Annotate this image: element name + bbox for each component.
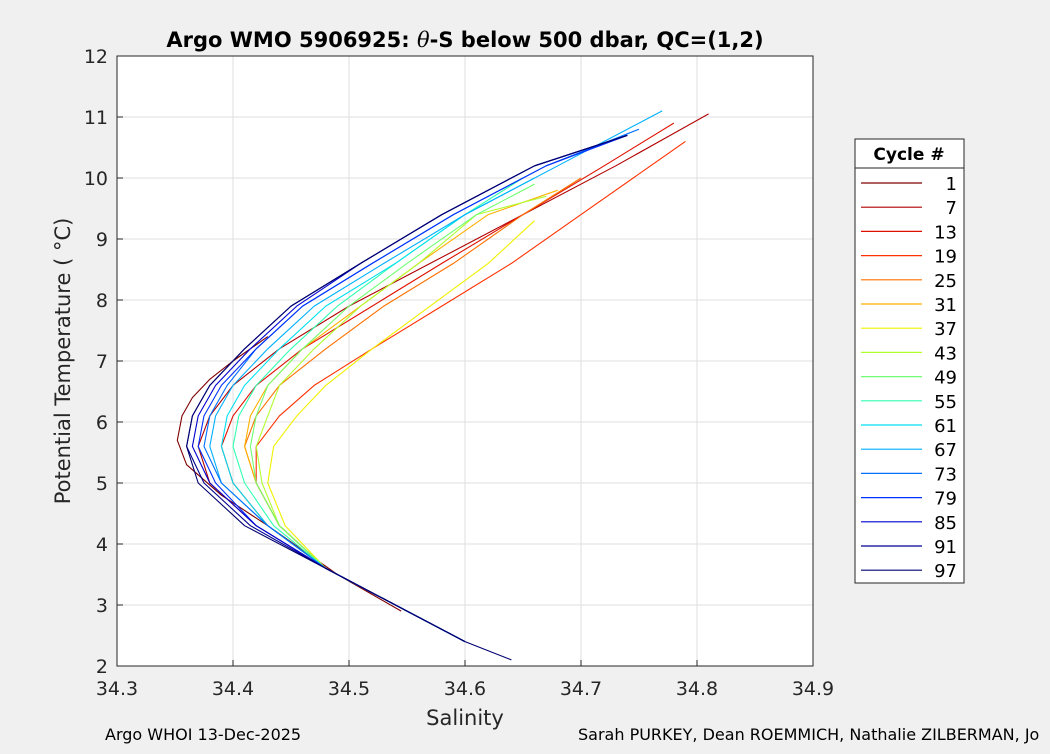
y-tick-label: 11 xyxy=(84,107,108,129)
x-tick-label: 34.9 xyxy=(792,678,834,700)
legend-entry-label: 7 xyxy=(946,198,957,219)
y-tick-label: 3 xyxy=(96,595,108,617)
y-tick-label: 6 xyxy=(96,412,108,434)
x-tick-label: 34.4 xyxy=(212,678,254,700)
legend-entry-label: 97 xyxy=(934,561,957,582)
legend-entry-label: 31 xyxy=(934,295,957,316)
ticks: 34.3 34.4 34.5 34.6 34.7 34.8 34.9 2 3 4 5 6 7 8 9 10 11… xyxy=(84,46,834,700)
x-tick-label: 34.3 xyxy=(96,678,138,700)
footer-credits: Sarah PURKEY, Dean ROEMMICH, Nathalie ZI… xyxy=(578,725,1040,744)
chart-title: Argo WMO 5906925: θ-S below 500 dbar, QC… xyxy=(166,28,763,52)
legend-entry-label: 43 xyxy=(934,343,957,364)
title-prefix: Argo WMO 5906925: xyxy=(166,28,417,52)
legend: Cycle # 1 7 13 19 25 31 37 43 49 55 61 67 73 79 85 91 97 xyxy=(854,138,965,584)
y-tick-label: 7 xyxy=(96,351,108,373)
series-layer xyxy=(176,110,709,661)
y-tick-label: 8 xyxy=(96,290,108,312)
series-line-cycle-97 xyxy=(186,134,628,661)
legend-entry-label: 37 xyxy=(934,319,957,340)
series-line-cycle-1 xyxy=(176,336,402,612)
legend-entry-label: 19 xyxy=(934,247,957,268)
y-tick-label: 4 xyxy=(96,534,108,556)
x-axis-label: Salinity xyxy=(426,706,504,730)
title-suffix: -S below 500 dbar, QC=(1,2) xyxy=(430,28,764,52)
legend-entry-label: 67 xyxy=(934,440,957,461)
x-tick-label: 34.7 xyxy=(560,678,602,700)
legend-entry-label: 49 xyxy=(934,368,957,389)
y-tick-label: 2 xyxy=(96,656,108,678)
legend-entry-label: 61 xyxy=(934,416,957,437)
legend-entry-label: 79 xyxy=(934,489,957,510)
x-tick-label: 34.6 xyxy=(444,678,486,700)
y-tick-label: 5 xyxy=(96,473,108,495)
legend-entry-label: 25 xyxy=(934,271,957,292)
y-tick-label: 12 xyxy=(84,46,108,68)
y-tick-label: 10 xyxy=(84,168,108,190)
legend-box xyxy=(854,138,965,584)
legend-entry-label: 55 xyxy=(934,392,957,413)
legend-title: Cycle # xyxy=(873,145,944,165)
footer-date: Argo WHOI 13-Dec-2025 xyxy=(105,725,302,744)
legend-entry-label: 73 xyxy=(934,464,957,485)
y-axis-label: Potential Temperature ( °C) xyxy=(51,218,75,505)
y-tick-label: 9 xyxy=(96,229,108,251)
x-tick-label: 34.8 xyxy=(676,678,718,700)
legend-entry-label: 13 xyxy=(934,222,957,243)
legend-entry-label: 1 xyxy=(946,174,957,195)
title-theta: θ xyxy=(417,28,430,52)
legend-entries: 1 7 13 19 25 31 37 43 49 55 61 67 73 79 85 91 97 xyxy=(861,174,957,582)
legend-entry-label: 85 xyxy=(934,513,957,534)
legend-entry-label: 91 xyxy=(934,537,957,558)
x-tick-label: 34.5 xyxy=(328,678,370,700)
